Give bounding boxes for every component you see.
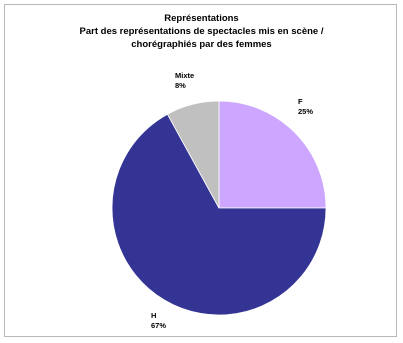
slice-value-label-f: 25% — [298, 107, 313, 116]
pie-slice-f — [218, 100, 327, 209]
chart-title: Représentations — [164, 13, 239, 24]
slice-label-mixte: Mixte — [175, 71, 194, 80]
pie-slice-h — [111, 113, 327, 316]
slice-value-label-h: 67% — [151, 321, 166, 330]
slice-value-label-mixte: 8% — [175, 81, 186, 90]
slice-label-f: F — [298, 97, 303, 106]
chart-subtitle-line-2: chorégraphiés par des femmes — [131, 39, 272, 50]
slice-label-h: H — [151, 311, 156, 320]
pie-slice-mixte — [166, 100, 220, 209]
chart-subtitle-line-1: Part des représentations de spectacles m… — [79, 26, 324, 37]
